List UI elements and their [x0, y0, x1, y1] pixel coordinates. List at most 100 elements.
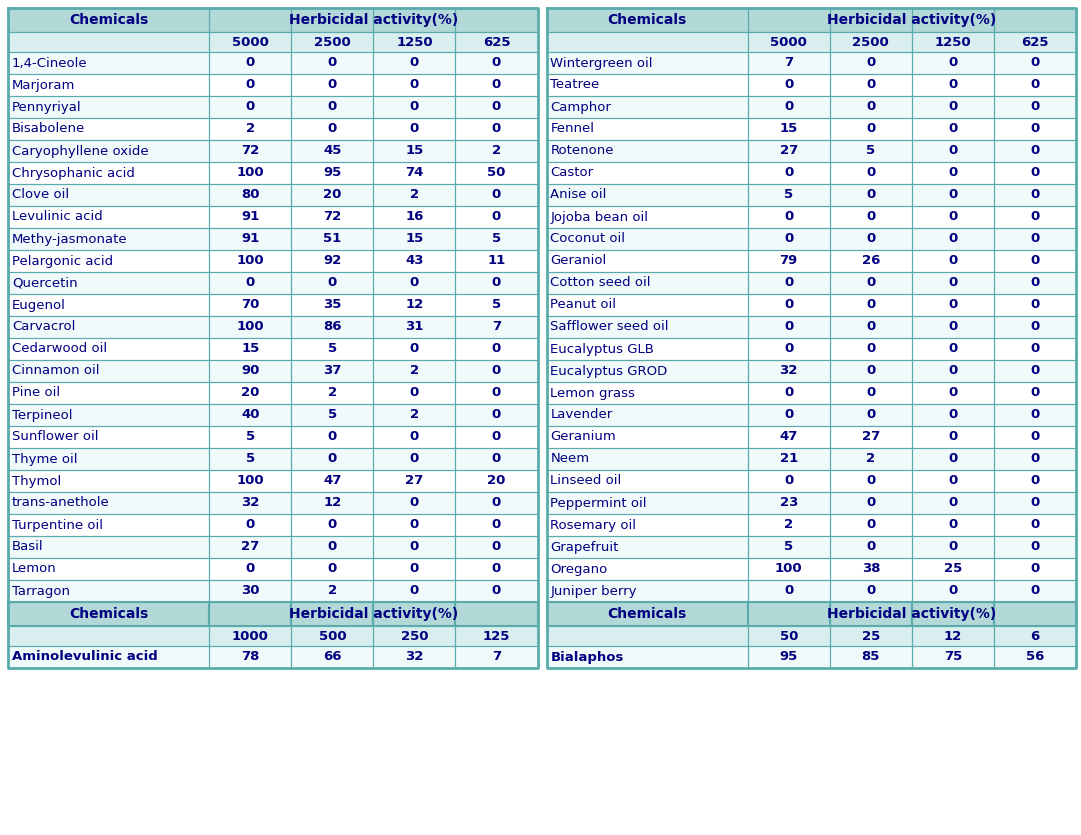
Text: 0: 0 — [948, 365, 958, 377]
Text: 0: 0 — [948, 408, 958, 422]
Bar — [547, 448, 748, 470]
Bar — [748, 118, 830, 140]
Bar — [8, 294, 210, 316]
Bar — [8, 250, 210, 272]
Text: 0: 0 — [410, 276, 419, 290]
Bar — [912, 118, 993, 140]
Bar — [993, 360, 1076, 382]
Text: 0: 0 — [492, 57, 502, 69]
Text: Eucalyptus GLB: Eucalyptus GLB — [550, 342, 654, 356]
Text: 25: 25 — [944, 563, 962, 575]
Bar — [547, 514, 748, 536]
Bar — [993, 580, 1076, 602]
Text: Bisabolene: Bisabolene — [12, 123, 85, 135]
Text: Quercetin: Quercetin — [12, 276, 78, 290]
Text: 0: 0 — [492, 408, 502, 422]
Bar — [912, 360, 993, 382]
Text: 0: 0 — [866, 123, 876, 135]
Text: 0: 0 — [866, 232, 876, 245]
Text: Bialaphos: Bialaphos — [550, 650, 624, 664]
Bar — [993, 404, 1076, 426]
Text: 0: 0 — [866, 321, 876, 333]
Text: Rosemary oil: Rosemary oil — [550, 519, 637, 532]
Text: 26: 26 — [862, 255, 880, 267]
Bar — [993, 184, 1076, 206]
Text: 0: 0 — [784, 387, 793, 399]
Text: Eugenol: Eugenol — [12, 298, 66, 311]
Bar — [748, 404, 830, 426]
Bar — [547, 404, 748, 426]
Bar — [455, 32, 537, 52]
Bar — [830, 448, 912, 470]
Text: 0: 0 — [410, 342, 419, 356]
Bar — [830, 382, 912, 404]
Text: 25: 25 — [862, 630, 880, 642]
Text: 0: 0 — [1030, 78, 1040, 92]
Text: Anise oil: Anise oil — [550, 189, 606, 201]
Bar — [8, 272, 210, 294]
Text: 0: 0 — [245, 100, 255, 114]
Bar — [291, 338, 373, 360]
Text: Terpineol: Terpineol — [12, 408, 72, 422]
Bar — [210, 250, 291, 272]
Bar — [455, 338, 537, 360]
Text: Chemicals: Chemicals — [69, 13, 148, 27]
Bar — [748, 602, 1076, 626]
Bar — [455, 646, 537, 668]
Bar — [455, 52, 537, 74]
Bar — [373, 228, 455, 250]
Bar — [912, 492, 993, 514]
Bar — [455, 74, 537, 96]
Bar — [455, 492, 537, 514]
Bar — [993, 338, 1076, 360]
Bar — [291, 52, 373, 74]
Text: 625: 625 — [1022, 36, 1049, 48]
Text: Chemicals: Chemicals — [608, 607, 686, 621]
Text: 1250: 1250 — [396, 36, 432, 48]
Text: 0: 0 — [492, 563, 502, 575]
Text: Coconut oil: Coconut oil — [550, 232, 626, 245]
Text: 0: 0 — [948, 189, 958, 201]
Text: 40: 40 — [241, 408, 259, 422]
Text: 0: 0 — [328, 431, 337, 443]
Text: 0: 0 — [492, 365, 502, 377]
Text: 5: 5 — [784, 540, 793, 554]
Bar — [830, 228, 912, 250]
Bar — [993, 294, 1076, 316]
Bar — [373, 626, 455, 646]
Text: 0: 0 — [1030, 474, 1040, 488]
Bar — [373, 646, 455, 668]
Bar — [748, 360, 830, 382]
Text: 51: 51 — [323, 232, 342, 245]
Text: 0: 0 — [784, 342, 793, 356]
Text: 27: 27 — [862, 431, 880, 443]
Text: Safflower seed oil: Safflower seed oil — [550, 321, 669, 333]
Text: 16: 16 — [405, 210, 424, 224]
Text: 5000: 5000 — [771, 36, 808, 48]
Text: 20: 20 — [488, 474, 506, 488]
Text: 7: 7 — [492, 321, 501, 333]
Text: 0: 0 — [492, 431, 502, 443]
Bar — [373, 558, 455, 580]
Text: 0: 0 — [492, 123, 502, 135]
Bar — [373, 52, 455, 74]
Text: 0: 0 — [245, 57, 255, 69]
Bar — [8, 536, 210, 558]
Bar — [210, 492, 291, 514]
Bar — [291, 96, 373, 118]
Text: 27: 27 — [405, 474, 424, 488]
Text: 0: 0 — [784, 474, 793, 488]
Text: 66: 66 — [323, 650, 342, 664]
Text: 125: 125 — [483, 630, 510, 642]
Bar — [291, 32, 373, 52]
Bar — [373, 294, 455, 316]
Bar — [210, 184, 291, 206]
Bar — [748, 448, 830, 470]
Bar — [291, 74, 373, 96]
Text: 0: 0 — [784, 321, 793, 333]
Text: 35: 35 — [323, 298, 342, 311]
Bar — [210, 228, 291, 250]
Bar — [291, 228, 373, 250]
Text: 11: 11 — [488, 255, 506, 267]
Text: 0: 0 — [1030, 232, 1040, 245]
